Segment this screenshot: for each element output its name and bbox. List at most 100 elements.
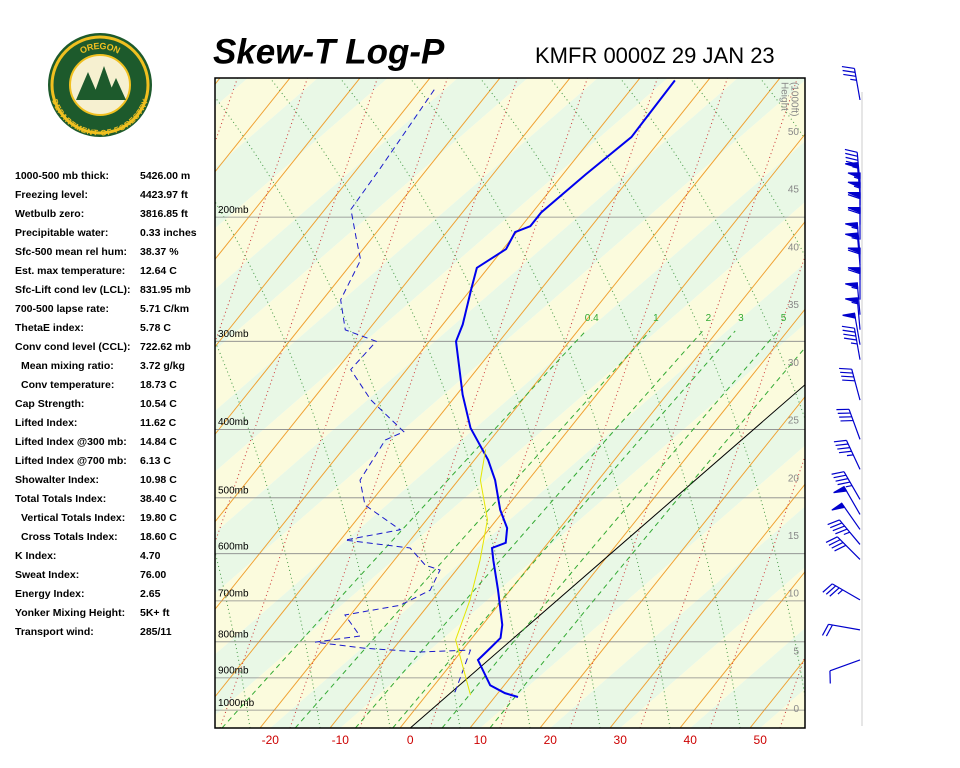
barb-feather xyxy=(825,624,833,637)
temperature-band xyxy=(270,263,805,728)
barb-pennant xyxy=(847,247,861,254)
dry-adiabat xyxy=(539,395,805,728)
barb-staff xyxy=(829,659,861,672)
index-label: Lifted Index: xyxy=(15,417,77,429)
barb-feather xyxy=(832,525,845,532)
height-label: 35 xyxy=(788,300,800,311)
isohume-dotted xyxy=(215,78,378,544)
pressure-label: 900mb xyxy=(218,666,249,677)
index-value: 11.62 C xyxy=(140,417,177,429)
logo: OREGON DEPARTMENT OF FORESTRY xyxy=(48,33,152,138)
index-value: 14.84 C xyxy=(140,436,177,448)
barb-half xyxy=(846,454,854,457)
plot-area: 0.4 1 2 3 5 8 xyxy=(215,78,960,728)
wind-barb xyxy=(847,207,861,240)
chart-subtitle: KMFR 0000Z 29 JAN 23 xyxy=(535,43,775,68)
pressure-label: 1000mb xyxy=(218,698,255,709)
moist-adiabat xyxy=(830,78,960,728)
barb-feather xyxy=(843,337,857,341)
dry-adiabat xyxy=(215,78,641,611)
barb-feather xyxy=(821,624,830,636)
barb-pennant xyxy=(845,232,859,239)
isohume-dotted xyxy=(850,78,960,728)
height-label: 45 xyxy=(788,185,800,196)
barb-pennant xyxy=(847,181,861,189)
barb-feather xyxy=(825,536,838,544)
pressure-label: 600mb xyxy=(218,541,249,552)
mixing-ratio-label: 2 xyxy=(706,313,712,324)
index-label: Sfc-Lift cond lev (LCL): xyxy=(15,284,131,296)
temperature-band xyxy=(620,567,805,728)
barb-feather xyxy=(844,148,858,153)
barb-staff xyxy=(851,369,861,401)
barb-pennant xyxy=(845,162,859,169)
index-label: Transport wind: xyxy=(15,626,94,638)
index-label: Conv temperature: xyxy=(21,379,114,391)
index-label: Vertical Totals Index: xyxy=(21,512,125,524)
dry-adiabat xyxy=(609,483,805,728)
dry-adiabat xyxy=(215,78,501,436)
index-value: 4.70 xyxy=(140,550,161,562)
barb-feather xyxy=(837,447,850,450)
barb-feather xyxy=(835,443,849,447)
barb-feather xyxy=(831,541,844,549)
barb-feather xyxy=(847,249,861,255)
dry-adiabat xyxy=(215,78,711,698)
index-value: 38.37 % xyxy=(140,246,179,258)
isohume-dotted xyxy=(219,78,448,728)
moist-adiabat xyxy=(689,78,805,258)
barb-pennant xyxy=(845,222,859,229)
barb-half xyxy=(851,301,858,305)
barb-feather xyxy=(842,379,855,382)
sounding-trace xyxy=(315,87,472,693)
barb-feather xyxy=(830,522,843,529)
temperature-band xyxy=(215,78,738,533)
height-label: 10 xyxy=(788,589,800,600)
barb-pennant xyxy=(847,207,861,214)
barb-staff xyxy=(836,536,861,560)
index-label: Conv cond level (CCL): xyxy=(15,341,131,353)
barb-feather xyxy=(842,329,856,333)
sounding-trace xyxy=(455,449,488,696)
isohume-dotted xyxy=(499,78,728,728)
barb-feather xyxy=(827,519,840,526)
barb-feather xyxy=(835,528,848,535)
x-tick-label: 0 xyxy=(407,733,414,747)
height-label: 15 xyxy=(788,531,800,542)
isohume-dotted xyxy=(639,255,805,728)
index-value: 285/11 xyxy=(140,626,172,638)
pressure-label: 800mb xyxy=(218,629,249,640)
dry-adiabat xyxy=(399,220,805,728)
index-value: 3.72 g/kg xyxy=(140,360,185,372)
moist-adiabat xyxy=(409,78,671,728)
index-label: Yonker Mixing Height: xyxy=(15,607,125,619)
pressure-label: 700mb xyxy=(218,589,249,600)
x-tick-label: 30 xyxy=(614,733,628,747)
dry-adiabat xyxy=(259,78,781,728)
barb-half xyxy=(845,484,853,488)
barb-feather xyxy=(839,367,852,370)
barb-staff xyxy=(853,328,861,360)
wind-barb xyxy=(845,282,861,315)
wind-barb xyxy=(842,312,861,345)
barb-feather xyxy=(847,194,861,200)
barb-feather xyxy=(841,375,854,378)
temperature-band xyxy=(215,141,805,716)
mixing-ratio-line xyxy=(355,330,704,728)
index-value: 18.73 C xyxy=(140,379,177,391)
isohume-dotted xyxy=(779,655,805,728)
index-value: 10.98 C xyxy=(140,474,177,486)
barb-pennant xyxy=(845,297,859,304)
barb-half xyxy=(853,176,861,180)
barb-feather xyxy=(822,583,833,593)
index-label: Sfc-500 mean rel hum: xyxy=(15,246,127,258)
barb-feather xyxy=(843,73,856,77)
index-label: Sweat Index: xyxy=(15,569,79,581)
barb-feather xyxy=(833,439,847,443)
dry-adiabat xyxy=(890,78,960,728)
temperature-band xyxy=(690,628,805,728)
temperature-band xyxy=(215,80,805,655)
height-label: 40 xyxy=(788,242,800,253)
height-label: 25 xyxy=(788,416,800,427)
height-label: 30 xyxy=(788,358,800,369)
